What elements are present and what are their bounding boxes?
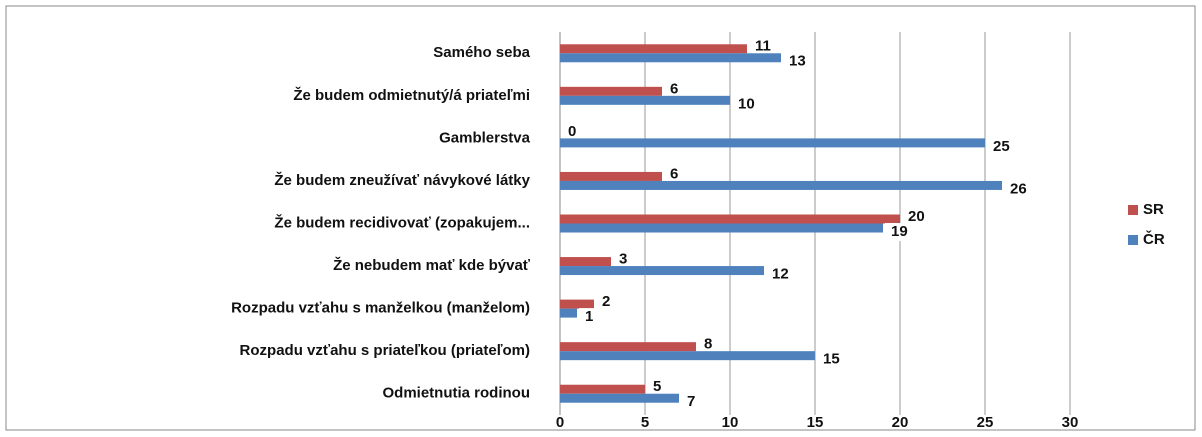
legend-label: SR xyxy=(1143,201,1164,218)
y-tick-label: Že nebudem mať kde bývať xyxy=(333,256,531,274)
data-label: 13 xyxy=(789,53,806,70)
data-label: 3 xyxy=(619,251,627,268)
data-label: 8 xyxy=(704,336,712,353)
data-label-bg xyxy=(1004,180,1034,199)
y-tick-label: Rozpadu vzťahu s priateľkou (priateľom) xyxy=(240,342,530,359)
y-tick-label: Gamblerstva xyxy=(439,129,531,146)
data-label-bg xyxy=(885,223,915,241)
data-label-bg xyxy=(902,208,932,226)
y-tick-label: Rozpadu vzťahu s manželkou (manželom) xyxy=(231,300,530,317)
bar xyxy=(560,95,730,105)
bar xyxy=(560,342,696,352)
bar xyxy=(560,44,747,54)
data-label: 5 xyxy=(653,378,661,395)
data-label: 19 xyxy=(891,223,908,240)
data-label-bg xyxy=(749,37,779,56)
x-tick-label: 20 xyxy=(892,414,909,431)
data-label: 7 xyxy=(687,393,695,410)
data-label-bg xyxy=(987,137,1017,156)
bar xyxy=(560,223,883,233)
data-label: 20 xyxy=(908,208,925,225)
bar xyxy=(560,257,611,267)
bar xyxy=(560,299,594,309)
bar xyxy=(560,138,985,148)
y-tick-label: Že budem recidivovať (zopakujem... xyxy=(274,213,530,231)
data-label-bg xyxy=(562,122,592,141)
data-label: 6 xyxy=(670,165,678,182)
y-tick-label: Že budem odmietnutý/á priateľmi xyxy=(293,86,530,104)
data-label-bg xyxy=(579,308,609,327)
data-label: 2 xyxy=(602,293,610,310)
y-tick-label: Odmietnutia rodinou xyxy=(383,385,531,402)
bar xyxy=(560,86,662,96)
bar xyxy=(560,308,577,318)
y-tick-label: Že budem zneužívať návykové látky xyxy=(274,171,530,189)
legend-swatch xyxy=(1128,205,1138,215)
data-label: 6 xyxy=(670,80,678,97)
x-tick-label: 10 xyxy=(722,414,739,431)
x-tick-label: 25 xyxy=(977,414,994,431)
data-label-bg xyxy=(783,52,813,71)
data-label: 0 xyxy=(568,123,576,140)
bar xyxy=(560,53,781,63)
legend-label: ČR xyxy=(1143,230,1165,248)
data-label: 11 xyxy=(755,38,771,55)
data-label: 12 xyxy=(772,266,789,283)
data-label: 25 xyxy=(993,138,1010,155)
data-label-bg xyxy=(596,293,626,312)
x-tick-label: 30 xyxy=(1062,414,1079,431)
data-label-bg xyxy=(817,350,847,369)
x-tick-label: 15 xyxy=(807,414,824,431)
data-label-bg xyxy=(647,378,677,397)
data-label: 10 xyxy=(738,95,755,112)
bar xyxy=(560,393,679,403)
x-tick-label: 0 xyxy=(556,414,564,431)
data-label: 1 xyxy=(585,308,593,325)
y-tick-label: Samého seba xyxy=(433,44,530,61)
bar xyxy=(560,171,662,181)
bar xyxy=(560,351,815,361)
bar xyxy=(560,266,764,276)
data-label: 26 xyxy=(1010,180,1027,197)
data-label-bg xyxy=(664,80,694,99)
bar xyxy=(560,180,1002,190)
data-label: 15 xyxy=(823,351,840,368)
legend-swatch xyxy=(1128,235,1138,245)
data-label-bg xyxy=(698,335,728,354)
data-label-bg xyxy=(766,265,796,284)
data-label-bg xyxy=(732,95,762,114)
data-label-bg xyxy=(664,165,694,184)
x-tick-label: 5 xyxy=(641,414,649,431)
bar xyxy=(560,384,645,394)
data-label-bg xyxy=(613,250,643,269)
bar xyxy=(560,214,900,224)
data-label-bg xyxy=(681,393,711,412)
